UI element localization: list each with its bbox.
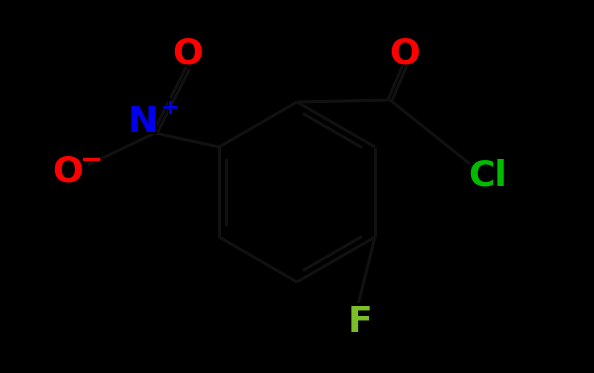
Text: N: N [128,105,158,139]
Text: Cl: Cl [466,154,510,196]
Text: O: O [50,151,86,193]
Text: O: O [387,32,423,74]
Text: +: + [159,94,182,122]
Text: O: O [173,36,203,70]
Text: O: O [390,36,421,70]
Text: −: − [80,146,103,174]
Text: O: O [170,32,206,74]
Text: F: F [346,301,374,343]
Text: +: + [161,98,179,118]
Text: O: O [53,155,83,189]
Text: N: N [125,101,160,143]
Text: F: F [347,305,372,339]
Text: −: − [78,144,106,176]
Text: Cl: Cl [469,158,507,192]
